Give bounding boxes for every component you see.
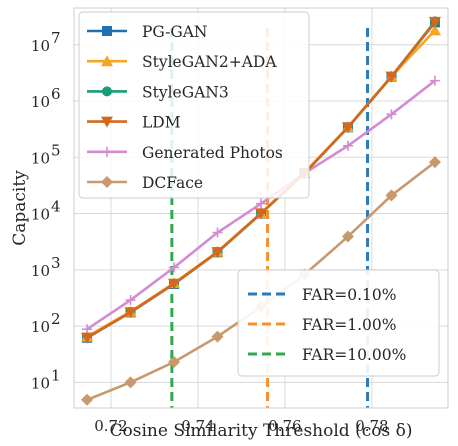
x-tick-labels: 0.72 0.74 0.76 0.78	[94, 417, 388, 435]
data-point	[168, 278, 181, 290]
data-point	[386, 109, 397, 120]
legend-entry: DCFace	[87, 174, 203, 192]
y-tick-label: 10	[31, 206, 50, 224]
legend-label: DCFace	[142, 174, 203, 192]
data-point	[124, 376, 137, 389]
x-tick-label: 0.72	[94, 417, 127, 435]
x-tick-label: 0.76	[268, 417, 301, 435]
y-tick-label: 10	[31, 149, 50, 167]
y-tick-exponent: 3	[51, 254, 61, 272]
data-point	[102, 26, 112, 36]
data-point	[428, 24, 441, 36]
y-tick-label: 10	[31, 374, 50, 392]
legend-label: PG-GAN	[142, 23, 207, 41]
legend-label: StyleGAN2+ADA	[142, 53, 277, 71]
x-axis-label: Cosine Similarity Threshold (cos δ)	[110, 421, 413, 441]
data-point	[101, 116, 113, 128]
data-point	[102, 146, 112, 157]
legend-box	[78, 11, 310, 199]
legend-label: FAR=0.10%	[302, 286, 397, 304]
legend-entry: FAR=10.00%	[248, 346, 406, 364]
legend-label: LDM	[142, 114, 181, 132]
data-point	[341, 122, 354, 134]
data-point	[168, 355, 181, 368]
data-point	[428, 156, 441, 169]
data-point	[255, 208, 267, 220]
data-point	[341, 230, 354, 243]
y-tick-label: 10	[31, 318, 50, 336]
x-tick-label: 0.74	[181, 417, 214, 435]
legend-label: StyleGAN3	[142, 83, 229, 101]
data-point	[429, 75, 440, 86]
y-tick-exponent: 6	[51, 85, 61, 103]
y-tick-exponent: 2	[51, 310, 61, 328]
y-tick-exponent: 1	[51, 366, 61, 384]
legend-entry: FAR=0.10%	[248, 286, 397, 304]
data-point	[212, 227, 223, 238]
y-axis-label: Capacity	[10, 170, 30, 246]
legend-entry: StyleGAN2+ADA	[87, 53, 277, 71]
y-tick-label: 10	[31, 262, 50, 280]
data-point	[124, 307, 137, 319]
legend-entry: LDM	[87, 114, 181, 132]
data-point	[101, 176, 113, 188]
data-point	[211, 330, 224, 343]
data-point	[342, 140, 353, 151]
y-tick-exponent: 4	[51, 198, 61, 216]
legend-entry: PG-GAN	[87, 23, 207, 41]
data-point	[385, 71, 398, 83]
data-point	[385, 189, 398, 202]
y-tick-exponent: 5	[51, 141, 61, 159]
data-point	[211, 247, 224, 259]
y-tick-exponent: 7	[51, 29, 61, 47]
data-point	[102, 86, 112, 97]
legend-entry: Generated Photos	[87, 144, 283, 162]
legend-label: FAR=1.00%	[302, 316, 397, 334]
data-point	[81, 332, 94, 344]
y-tick-label: 10	[31, 37, 50, 55]
legend-box	[237, 269, 440, 377]
legend-entry: StyleGAN3	[87, 83, 229, 101]
series-legend: PG-GAN StyleGAN2+ADA StyleGAN3 LDM Generated…	[78, 11, 310, 199]
data-point	[81, 393, 94, 406]
legend-entry: FAR=1.00%	[248, 316, 397, 334]
data-point	[256, 198, 266, 209]
y-tick-label: 10	[31, 93, 50, 111]
threshold-legend: FAR=0.10% FAR=1.00% FAR=10.00%	[237, 269, 440, 377]
plot-frame	[73, 7, 449, 409]
data-point	[125, 295, 136, 306]
x-tick-label: 0.78	[355, 417, 388, 435]
legend-label: FAR=10.00%	[302, 346, 406, 364]
data-point	[169, 262, 180, 273]
data-point	[428, 16, 441, 28]
legend-label: Generated Photos	[142, 144, 283, 162]
data-point	[101, 55, 113, 67]
